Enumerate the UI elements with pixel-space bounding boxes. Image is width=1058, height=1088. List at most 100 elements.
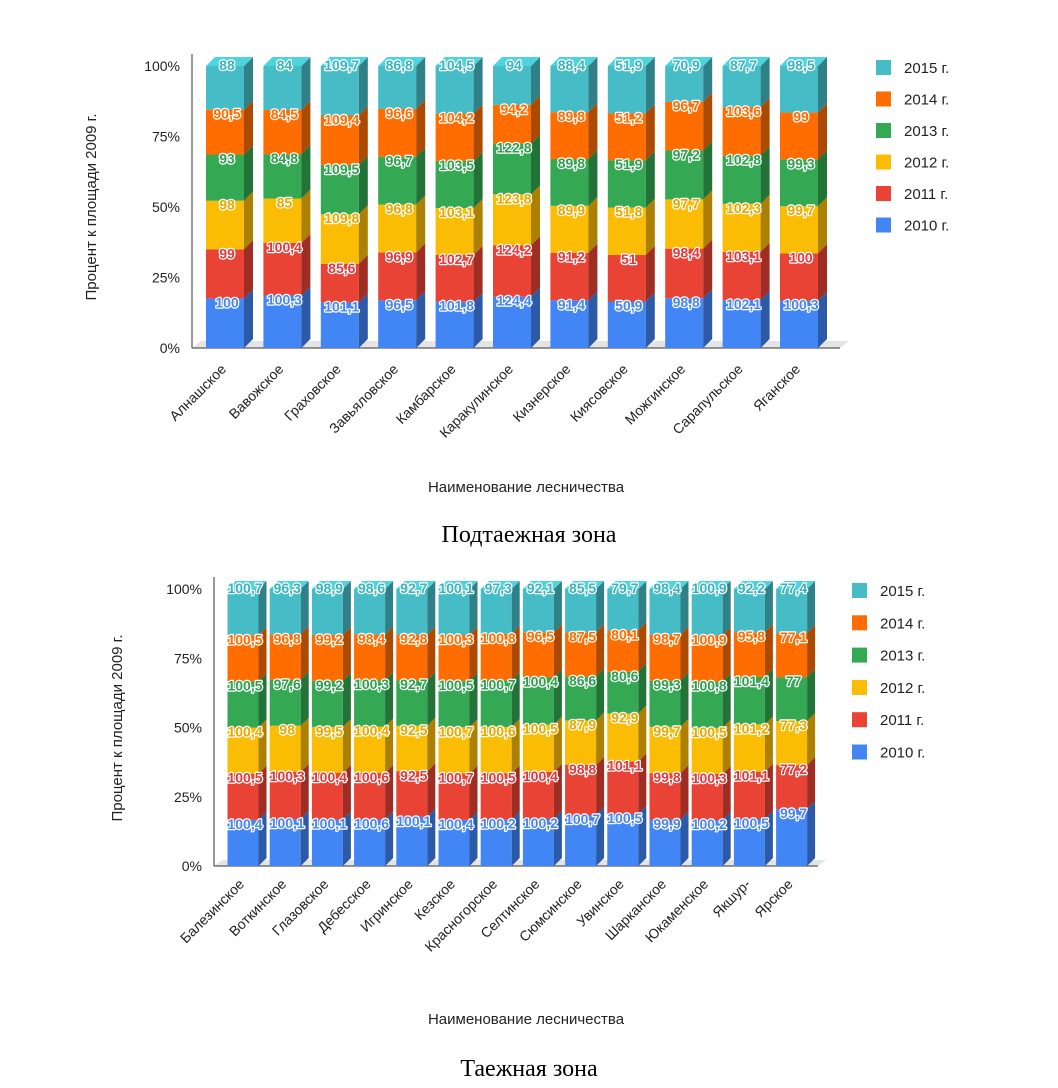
data-label: 98,6	[358, 580, 385, 596]
bar-segment-2014г-14	[776, 633, 808, 678]
bar-segment-2011г-4	[378, 252, 417, 301]
bar-side	[301, 233, 311, 296]
y-axis-title: Процент к площади 2009 г.	[83, 114, 100, 301]
category-label: Граховское	[281, 361, 344, 424]
bar-side	[553, 763, 562, 819]
data-label: 88	[219, 57, 235, 73]
legend-label: 2013 г.	[880, 648, 925, 665]
y-tick-label: 75%	[174, 650, 202, 666]
bar-side	[818, 291, 827, 348]
data-label: 109,5	[324, 161, 359, 177]
data-label: 96,9	[386, 248, 413, 264]
bar-side	[385, 718, 394, 773]
data-label: 104,5	[439, 57, 474, 73]
data-label: 102,8	[726, 152, 761, 168]
bar-side	[818, 150, 827, 207]
data-label: 100,3	[692, 770, 727, 786]
bar-segment-2011г-7	[550, 252, 589, 301]
legend-item-2010г: 2010 г.	[876, 217, 949, 235]
bar-side	[703, 190, 713, 249]
bar-side	[416, 147, 426, 205]
data-label: 92,5	[400, 767, 427, 783]
bar-segment-2010г-5	[435, 301, 474, 348]
bar-side	[596, 668, 605, 721]
bar-segment-2014г-1	[227, 635, 259, 682]
bar-side	[300, 581, 309, 635]
bar-side	[342, 811, 351, 866]
bar-segment-2014г-10	[607, 630, 639, 672]
data-label: 99,5	[316, 723, 343, 739]
bar-side	[760, 98, 770, 156]
bar-segment-2015г-12	[691, 589, 723, 636]
bar-side	[531, 287, 540, 348]
bar-segment-2013г-9	[665, 150, 704, 200]
bar-segment-2010г-9	[665, 298, 704, 348]
data-label: 99	[793, 109, 809, 125]
legend-label: 2014 г.	[904, 92, 949, 109]
bar-segment-2013г-2	[263, 154, 302, 199]
bar-top	[269, 581, 309, 589]
bar-side	[473, 245, 483, 302]
bar-side	[553, 810, 562, 866]
bar-top	[522, 581, 562, 589]
y-tick-label: 50%	[152, 199, 180, 215]
bar-stack-5: 101,8 102,7 103,1 103,5 104,2 104,5	[435, 56, 483, 348]
bar-segment-2015г-8	[522, 589, 554, 633]
legend-label: 2015 г.	[904, 60, 949, 77]
bar-top	[435, 57, 483, 66]
data-label: 102,7	[439, 251, 474, 267]
bar-segment-2014г-8	[607, 113, 646, 161]
bar-segment-2015г-10	[722, 66, 761, 108]
y-tick-label: 0%	[160, 340, 180, 356]
bar-segment-2015г-13	[733, 589, 765, 633]
bar-side	[596, 807, 605, 866]
data-label: 96,5	[386, 296, 413, 312]
bar-side	[722, 765, 731, 821]
data-label: 100,3	[783, 297, 818, 313]
data-label: 100,4	[267, 239, 302, 255]
bar-segment-2013г-4	[354, 680, 386, 727]
bar-segment-2013г-8	[607, 160, 646, 208]
bar-side	[760, 291, 770, 348]
data-label: 100,7	[481, 676, 516, 692]
bar-top	[493, 57, 540, 66]
bar-side	[300, 717, 309, 772]
data-label: 99,7	[787, 202, 814, 218]
bar-side	[680, 581, 689, 635]
data-label: 100,4	[523, 674, 558, 690]
data-label: 101,8	[439, 298, 474, 314]
caption-subtaiga-zone: Подтаежная зона	[441, 522, 617, 548]
data-label: 91,4	[558, 296, 585, 312]
bar-side	[427, 626, 436, 681]
data-label: 70,9	[673, 57, 700, 73]
data-label: 104,2	[439, 110, 474, 126]
data-label: 100,3	[267, 292, 302, 308]
data-label: 100,1	[396, 813, 431, 829]
bar-top	[206, 57, 253, 66]
legend-swatch	[852, 647, 867, 663]
legend-item-2012г: 2012 г.	[852, 679, 925, 697]
data-label: 109,4	[324, 111, 359, 127]
data-label: 100,5	[734, 815, 769, 831]
data-label: 100,4	[438, 816, 473, 832]
legend-item-2011г: 2011 г.	[852, 712, 924, 729]
data-label: 98,7	[653, 631, 680, 647]
x-axis-title: Наименование лесничества	[428, 479, 625, 496]
bar-stack-3: 100,1 100,4 99,5 99,2 99,2 98,9	[311, 579, 351, 866]
bar-side	[760, 194, 770, 252]
bar-segment-2015г-5	[435, 66, 474, 114]
bar-side	[511, 718, 520, 774]
data-label: 99	[219, 245, 235, 261]
data-label: 97,6	[274, 676, 301, 692]
bar-segment-2014г-3	[311, 634, 343, 681]
bar-stack-8: 100,2 100,4 100,5 100,4 96,5 92,1	[522, 579, 562, 866]
bar-segment-2012г-4	[354, 726, 386, 773]
data-label: 51,9	[615, 57, 642, 73]
category-label: Кизнерское	[509, 361, 573, 425]
bar-side	[469, 719, 478, 774]
bar-top	[733, 581, 773, 589]
data-label: 100,5	[227, 677, 262, 693]
bar-side	[300, 763, 309, 819]
bar-segment-2013г-7	[550, 158, 589, 206]
